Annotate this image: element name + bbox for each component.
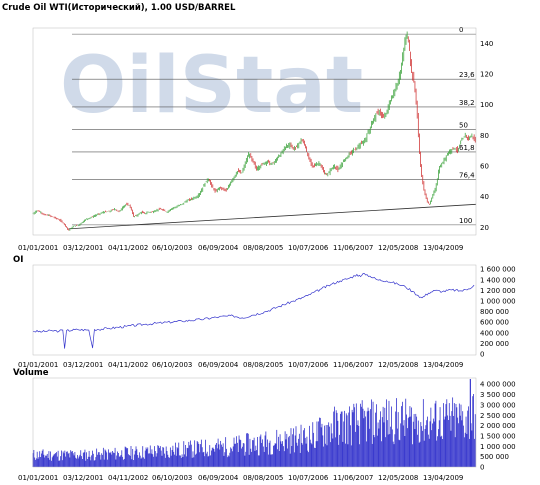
x-tick-label: 13/04/2009 [423,361,463,369]
price-panel: 0 23,6 38,2 50 61,8 76,4 100 20 40 60 80 100 120 140 0… [18,26,493,252]
y-tick-label: 2 500 000 [480,412,516,420]
x-tick-label: 01/01/2001 [18,244,58,252]
x-tick-label: 12/05/2008 [378,244,418,252]
x-tick-label: 04/11/2002 [108,361,148,369]
x-tick-label: 01/01/2001 [18,361,58,369]
x-tick-label: 08/08/2005 [243,244,283,252]
x-tick-label: 10/07/2006 [288,474,329,482]
plot-frame [32,264,477,356]
x-tick-label: 03/12/2001 [63,244,103,252]
y-tick-label: 1 600 000 [480,266,516,274]
x-tick-label: 06/09/2004 [198,361,239,369]
oi-panel: 0 200 000 400 000 600 000 800 000 1 000 000 1 … [18,264,516,369]
y-tick-label: 1 200 000 [480,287,516,295]
plot-frame [32,377,477,468]
x-tick-label: 03/12/2001 [63,361,103,369]
y-tick-label: 3 500 000 [480,391,516,399]
y-tick-label: 4 000 000 [480,381,516,389]
y-tick-label: 120 [480,71,493,79]
x-tick-label: 04/11/2002 [108,474,148,482]
x-tick-label: 12/05/2008 [378,474,418,482]
fib-level-label: 76,4 [459,172,475,180]
y-tick-label: 0 [480,350,484,358]
x-tick-label: 13/04/2009 [423,474,463,482]
x-tick-label: 04/11/2002 [108,244,148,252]
plot-frame [32,27,477,236]
y-tick-label: 400 000 [480,329,509,337]
y-tick-label: 2 000 000 [480,422,516,430]
fib-level-label: 61,8 [459,144,475,152]
x-tick-label: 03/12/2001 [63,474,103,482]
oi-series-line [32,273,475,349]
y-tick-label: 500 000 [480,453,509,461]
y-tick-label: 1 500 000 [480,432,516,440]
trendline [68,203,477,230]
y-tick-label: 80 [480,132,489,140]
x-tick-label: 08/08/2005 [243,361,283,369]
volume-panel: 0 500 000 1 000 000 1 500 000 2 000 000 2 500… [18,377,516,482]
y-tick-label: 3 000 000 [480,401,516,409]
y-tick-label: 40 [480,193,489,201]
x-tick-label: 11/06/2007 [333,474,373,482]
y-tick-label: 200 000 [480,340,509,348]
watermark: OilStat [60,41,363,131]
x-tick-label: 06/09/2004 [198,244,239,252]
fib-level-label: 23,6 [459,71,475,79]
x-tick-label: 11/06/2007 [333,361,373,369]
fib-level-label: 38,2 [459,99,475,107]
fib-level-label: 100 [459,217,472,225]
watermark-text: OilStat [60,41,363,131]
x-tick-label: 01/01/2001 [18,474,58,482]
y-tick-label: 0 [480,464,484,472]
x-tick-label: 06/10/2003 [152,474,192,482]
y-tick-label: 1 400 000 [480,276,516,284]
x-tick-label: 06/09/2004 [198,474,239,482]
x-tick-label: 12/05/2008 [378,361,418,369]
volume-panel-title: Volume [13,368,49,378]
y-tick-label: 20 [480,224,489,232]
x-tick-label: 10/07/2006 [288,244,329,252]
x-tick-label: 13/04/2009 [423,244,463,252]
oi-panel-title: OI [13,255,24,265]
fib-level-label: 50 [459,121,468,129]
x-tick-label: 08/08/2005 [243,474,283,482]
x-tick-label: 10/07/2006 [288,361,329,369]
y-tick-label: 1 000 000 [480,298,516,306]
x-tick-label: 06/10/2003 [152,361,192,369]
fib-level-label: 0 [459,26,463,34]
y-tick-label: 100 [480,101,493,109]
y-tick-label: 600 000 [480,319,509,327]
chart-title: Crude Oil WTI(Исторический), 1.00 USD/BA… [2,3,236,13]
y-tick-label: 60 [480,163,489,171]
y-tick-label: 800 000 [480,308,509,316]
y-tick-label: 140 [480,40,493,48]
y-tick-label: 1 000 000 [480,443,516,451]
x-tick-label: 06/10/2003 [152,244,192,252]
x-tick-label: 11/06/2007 [333,244,373,252]
